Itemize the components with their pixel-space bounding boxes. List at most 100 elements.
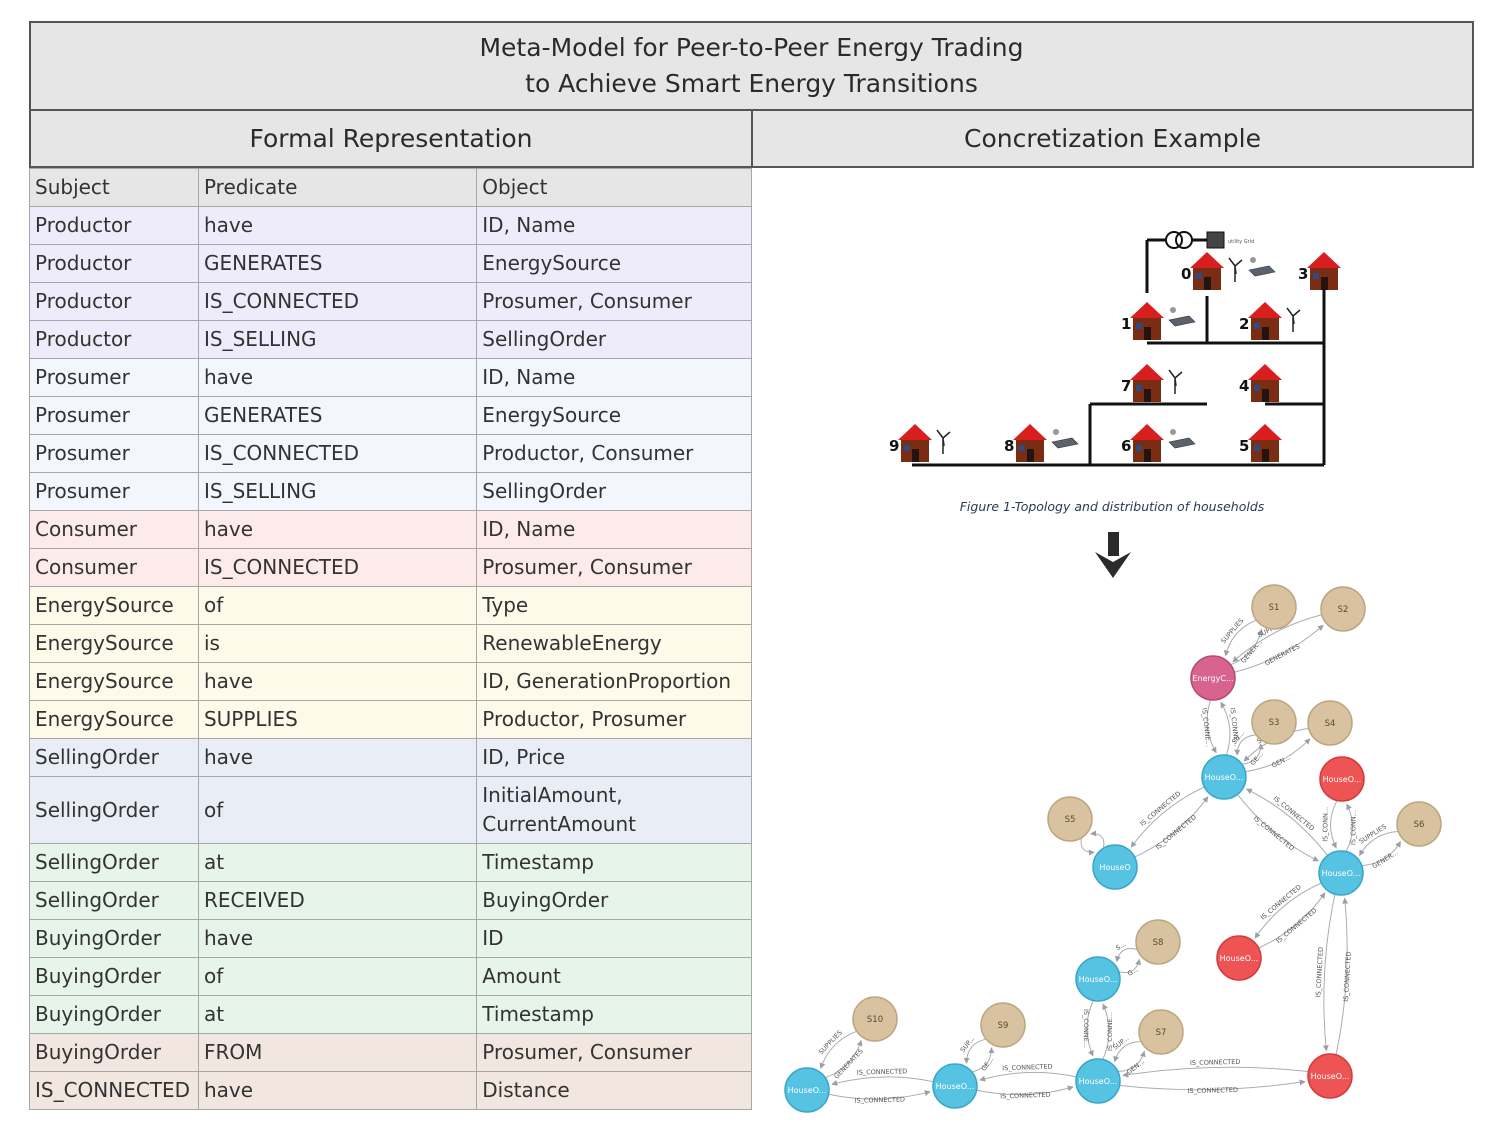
- utility-grid-label: utility Grid: [1228, 239, 1254, 245]
- energy-source-node[interactable]: [1047, 796, 1093, 842]
- title-line-2: to Achieve Smart Energy Transitions: [525, 69, 978, 98]
- utility-grid-icon: [1206, 231, 1225, 249]
- household-node[interactable]: [1075, 956, 1121, 1002]
- object-cell: Distance: [476, 1071, 752, 1110]
- graph-nodes: S1 S2 EnergyC... S3 S4 HouseO... HouseO... S5 S6…: [784, 584, 1442, 1113]
- energy-source-node[interactable]: [1135, 919, 1181, 965]
- graph-edge: [1245, 788, 1328, 856]
- energy-source-node[interactable]: [1396, 801, 1442, 847]
- household-node[interactable]: [932, 1063, 978, 1109]
- object-cell: ID: [476, 919, 752, 958]
- household-node[interactable]: [1318, 850, 1364, 896]
- energy-source-node[interactable]: [980, 1002, 1026, 1048]
- graph-edge: [829, 1090, 931, 1100]
- node-label: S5: [1065, 815, 1076, 825]
- edge-label: IS_CONN...: [1321, 807, 1329, 842]
- subject-cell: EnergySource: [29, 624, 199, 663]
- edge-label: IS_CONNECTED: [1154, 813, 1198, 851]
- table-row: SellingOrder RECEIVED BuyingOrder: [29, 881, 752, 920]
- household-node[interactable]: [1092, 844, 1138, 890]
- house-icon: [1248, 302, 1282, 340]
- subject-cell: EnergySource: [29, 700, 199, 739]
- node-label: HouseO...: [1323, 775, 1362, 784]
- graph-edge: [972, 1047, 995, 1073]
- edge-label: IS_CONNECTED: [1275, 906, 1319, 944]
- object-cell: Prosumer, Consumer: [476, 548, 752, 587]
- subject-cell: Productor: [29, 320, 199, 359]
- edge-label: G...: [1126, 965, 1140, 978]
- household-node[interactable]: [784, 1067, 830, 1113]
- graph-edge: [1102, 1003, 1110, 1060]
- edge-label: IS_CONNECTED: [1002, 1063, 1053, 1073]
- concretization-figure: utility Grid 0 1 2 3 4 5 6 7 8 9 Figure 1-Topology…: [784, 231, 1442, 1113]
- household-node[interactable]: [1319, 756, 1365, 802]
- household-node[interactable]: [1216, 935, 1262, 981]
- energy-source-node[interactable]: [1251, 699, 1297, 745]
- down-arrow-icon: [1095, 532, 1131, 578]
- house-number-label: 4: [1239, 377, 1249, 395]
- graph-edge: [1258, 892, 1326, 949]
- object-cell: Productor, Consumer: [476, 434, 752, 473]
- edge-label: GEN...: [1270, 753, 1292, 769]
- diagram-title: Meta-Model for Peer-to-Peer Energy Tradi…: [29, 21, 1474, 111]
- predicate-cell: have: [197, 510, 478, 549]
- household-node[interactable]: [1075, 1058, 1121, 1104]
- wind-turbine-icon: [1168, 369, 1183, 394]
- node-label: HouseO...: [1322, 869, 1361, 878]
- graph-edge: [831, 1076, 933, 1086]
- subject-cell: Prosumer: [29, 358, 199, 397]
- subject-cell: Consumer: [29, 510, 199, 549]
- object-cell: Amount: [476, 957, 752, 996]
- subject-cell: Productor: [29, 206, 199, 245]
- house-number-label: 3: [1298, 265, 1308, 283]
- graph-edge: [1254, 882, 1322, 939]
- predicate-cell: SUPPLIES: [197, 700, 478, 739]
- graph-edge: [1234, 734, 1256, 756]
- solar-panel-icon: [1168, 429, 1196, 449]
- energy-source-node[interactable]: [1307, 700, 1353, 746]
- title-line-1: Meta-Model for Peer-to-Peer Energy Tradi…: [479, 33, 1024, 62]
- table-row: Productor GENERATES EnergySource: [29, 244, 752, 283]
- subject-cell: SellingOrder: [29, 881, 199, 920]
- solar-panel-icon: [1248, 257, 1276, 277]
- graph-edge: [1345, 803, 1353, 852]
- predicate-cell: of: [197, 776, 478, 844]
- concretization-example-header: Concretization Example: [751, 111, 1474, 168]
- object-cell: ID, GenerationProportion: [476, 662, 752, 701]
- energy-source-node[interactable]: [1251, 584, 1297, 630]
- table-row: Consumer IS_CONNECTED Prosumer, Consumer: [29, 548, 752, 587]
- graph-edge: [1322, 894, 1336, 1052]
- subject-cell: Productor: [29, 244, 199, 283]
- household-node[interactable]: [1307, 1053, 1353, 1099]
- household-node[interactable]: [1201, 754, 1247, 800]
- graph-edge: [977, 1085, 1074, 1096]
- table-row: BuyingOrder at Timestamp: [29, 995, 752, 1034]
- edge-label: SUPPLIES: [817, 1029, 844, 1057]
- energy-community-node[interactable]: [1190, 655, 1236, 701]
- node-label: S8: [1153, 938, 1164, 948]
- energy-source-node[interactable]: [1138, 1009, 1184, 1055]
- table-row: Productor IS_CONNECTED Prosumer, Consumer: [29, 282, 752, 321]
- energy-source-node[interactable]: [1320, 586, 1366, 632]
- graph-edge: [963, 1038, 986, 1064]
- object-cell: Prosumer, Consumer: [476, 1033, 752, 1072]
- node-label: S4: [1325, 719, 1336, 729]
- node-label: HouseO...: [1205, 773, 1244, 782]
- house-icon: [1248, 424, 1282, 462]
- energy-source-node[interactable]: [852, 996, 898, 1042]
- wind-turbine-icon: [1228, 257, 1243, 282]
- house-number-label: 6: [1121, 437, 1131, 455]
- solar-panel-icon: [1051, 429, 1079, 449]
- graph-edge: [1119, 958, 1142, 973]
- transformer-icon: [1165, 231, 1193, 249]
- graph-edge: [1114, 948, 1137, 963]
- edge-label: SUPPLIES: [1219, 617, 1245, 645]
- table-row: Prosumer IS_SELLING SellingOrder: [29, 472, 752, 511]
- table-row: Productor have ID, Name: [29, 206, 752, 245]
- edge-label: SUP...: [959, 1035, 976, 1054]
- subject-cell: Consumer: [29, 548, 199, 587]
- object-cell: Timestamp: [476, 843, 752, 882]
- predicate-cell: at: [197, 843, 478, 882]
- node-label: HouseO...: [788, 1086, 827, 1095]
- object-cell: BuyingOrder: [476, 881, 752, 920]
